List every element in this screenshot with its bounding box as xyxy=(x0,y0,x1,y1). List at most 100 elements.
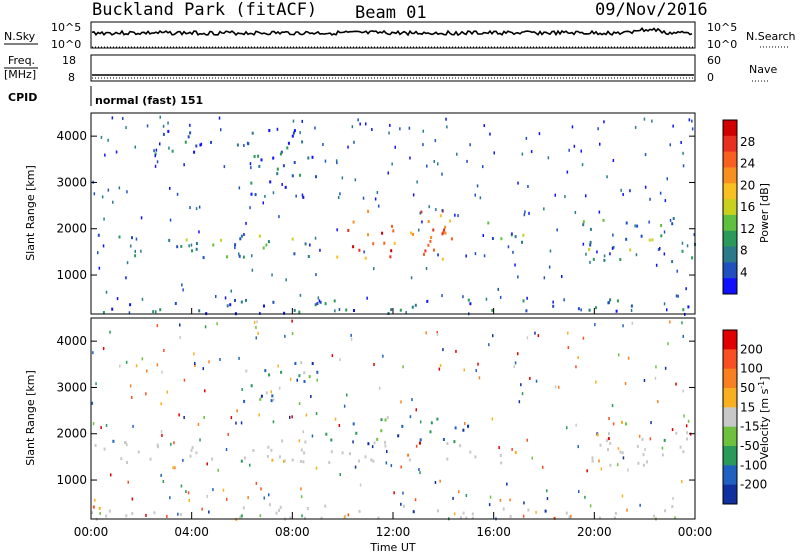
data-cell xyxy=(596,433,599,437)
data-cell xyxy=(185,238,188,242)
data-cell xyxy=(292,131,295,135)
scatter-cell xyxy=(530,150,533,154)
data-cell xyxy=(514,235,517,239)
scatter-cell xyxy=(664,199,667,203)
data-cell xyxy=(397,434,400,438)
scatter-cell xyxy=(362,196,365,200)
scatter-cell xyxy=(365,122,367,126)
scatter-cell xyxy=(408,126,411,130)
data-cell xyxy=(105,514,108,518)
scatter-cell xyxy=(622,324,624,328)
data-cell xyxy=(102,311,105,314)
scatter-cell xyxy=(409,156,411,160)
scatter-cell xyxy=(514,361,517,365)
data-cell xyxy=(509,515,512,518)
scatter-cell xyxy=(681,480,683,484)
scatter-cell xyxy=(586,469,588,473)
scatter-cell xyxy=(92,422,95,426)
scatter-cell xyxy=(655,263,658,267)
scatter-cell xyxy=(606,175,608,179)
colorbar-swatch xyxy=(723,214,737,232)
scatter-cell xyxy=(644,448,646,451)
scatter-cell xyxy=(526,336,529,340)
data-cell xyxy=(687,305,690,309)
scatter-cell xyxy=(682,334,684,338)
data-cell xyxy=(298,374,301,378)
data-cell xyxy=(153,511,156,515)
scatter-cell xyxy=(445,117,447,121)
nsky-tick-bottom: 10^0 xyxy=(51,38,81,51)
scatter-cell xyxy=(316,378,318,382)
data-cell xyxy=(291,237,294,241)
scatter-cell xyxy=(363,250,365,254)
scatter-cell xyxy=(315,412,318,416)
data-cell xyxy=(149,457,152,461)
scatter-cell xyxy=(371,445,374,449)
data-cell xyxy=(682,308,685,312)
scatter-cell xyxy=(618,353,620,357)
colorbar-swatch xyxy=(723,388,737,408)
scatter-cell xyxy=(599,142,601,146)
data-cell xyxy=(129,303,132,307)
scatter-cell xyxy=(339,192,341,196)
data-cell xyxy=(94,444,97,447)
data-cell xyxy=(589,243,592,247)
data-cell xyxy=(679,445,682,449)
data-cell xyxy=(245,369,248,373)
data-cell xyxy=(588,308,591,312)
scatter-cell xyxy=(475,369,477,373)
scatter-cell xyxy=(172,466,174,470)
scatter-cell xyxy=(627,356,630,360)
scatter-cell xyxy=(134,145,136,149)
scatter-cell xyxy=(582,336,585,340)
scatter-cell xyxy=(278,386,281,390)
data-cell xyxy=(661,453,664,457)
velocity-y-axis: 1000 2000 3000 4000 xyxy=(56,334,695,487)
data-cell xyxy=(131,236,133,240)
scatter-cell xyxy=(249,162,252,166)
scatter-cell xyxy=(492,334,494,338)
data-cell xyxy=(616,299,619,303)
data-cell xyxy=(302,460,305,464)
scatter-cell xyxy=(385,461,388,465)
scatter-cell xyxy=(234,246,236,250)
scatter-cell xyxy=(667,342,669,346)
scatter-cell xyxy=(111,116,114,120)
scatter-cell xyxy=(584,495,586,499)
scatter-cell xyxy=(350,337,353,341)
scatter-cell xyxy=(135,364,138,368)
scatter-cell xyxy=(616,463,619,467)
scatter-cell xyxy=(195,207,198,211)
data-cell xyxy=(675,431,678,435)
data-cell xyxy=(125,514,128,518)
scatter-cell xyxy=(177,512,179,516)
scatter-cell xyxy=(135,237,138,241)
scatter-cell xyxy=(600,467,603,471)
scatter-cell xyxy=(457,214,459,218)
scatter-cell xyxy=(489,495,492,499)
data-cell xyxy=(299,460,302,463)
scatter-cell xyxy=(215,295,217,298)
scatter-cell xyxy=(526,296,528,300)
scatter-cell xyxy=(182,288,184,292)
data-cell xyxy=(131,512,134,516)
scatter-cell xyxy=(611,404,614,408)
data-cell xyxy=(265,243,268,247)
scatter-cell xyxy=(410,276,413,280)
scatter-cell xyxy=(491,417,494,421)
scatter-cell xyxy=(580,149,582,153)
scatter-cell xyxy=(324,159,327,163)
data-cell xyxy=(168,238,171,242)
scatter-cell xyxy=(597,127,599,131)
scatter-cell xyxy=(170,442,172,446)
data-cell xyxy=(118,235,121,239)
scatter-cell xyxy=(188,499,190,502)
scatter-cell xyxy=(341,176,344,180)
scatter-cell xyxy=(246,141,249,145)
scatter-cell xyxy=(112,200,114,204)
scatter-cell xyxy=(314,126,316,130)
data-cell xyxy=(311,362,314,365)
scatter-cell xyxy=(161,370,163,374)
scatter-cell xyxy=(130,244,132,248)
scatter-cell xyxy=(183,416,185,419)
